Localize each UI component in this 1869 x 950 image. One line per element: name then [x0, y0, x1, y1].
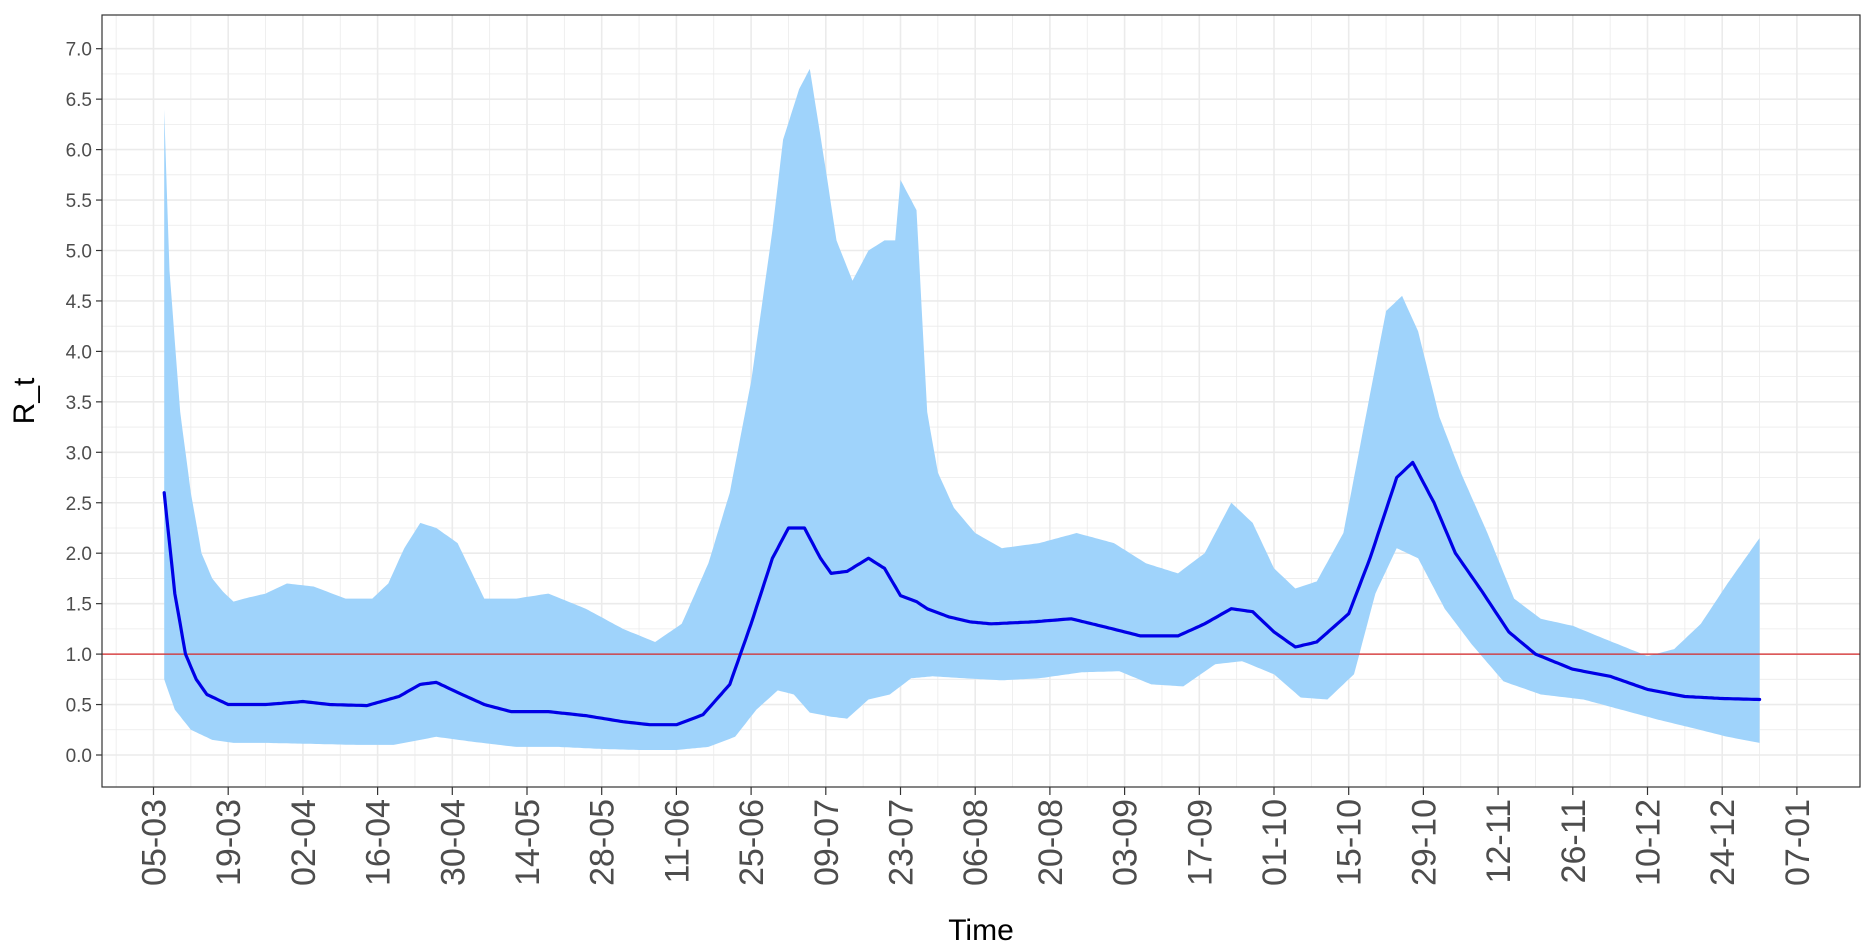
y-tick-label: 5.0: [66, 242, 92, 263]
rt-line: [162, 460, 1762, 727]
x-tick-label: 28-05: [584, 799, 622, 886]
x-tick-label: 30-04: [434, 799, 472, 886]
x-tick-label: 10-12: [1630, 799, 1668, 886]
y-tick-label: 2.5: [66, 494, 92, 515]
y-tick-label: 7.0: [66, 40, 92, 61]
x-tick-label: 20-08: [1032, 799, 1070, 886]
y-axis-title: R_t: [8, 377, 41, 424]
rt-series: [162, 460, 1762, 727]
x-tick-label: 19-03: [210, 799, 248, 886]
plot-panel-border: [101, 14, 1861, 788]
x-tick-label: 01-10: [1256, 799, 1294, 886]
y-tick-label: 4.5: [66, 292, 92, 313]
x-tick-label: 23-07: [883, 799, 921, 886]
x-tick-label: 11-06: [658, 799, 696, 883]
x-tick-label: 29-10: [1405, 799, 1443, 886]
y-tick-label: 3.0: [66, 443, 92, 464]
x-tick-label: 24-12: [1704, 799, 1742, 886]
y-tick-label: 1.5: [66, 595, 92, 616]
x-axis: 05-03 19-03 02-04 16-04 30-04 14-05 28-05 11-06…: [136, 787, 1817, 886]
x-tick-label: 05-03: [136, 799, 174, 886]
x-tick-label: 25-06: [733, 799, 771, 886]
x-tick-label: 15-10: [1331, 799, 1369, 886]
x-tick-label: 14-05: [509, 799, 547, 886]
x-tick-label: 07-01: [1779, 799, 1817, 886]
y-tick-label: 0.5: [66, 696, 92, 717]
y-tick-label: 5.5: [66, 191, 92, 212]
y-tick-label: 0.0: [66, 746, 92, 767]
x-axis-title: Time: [948, 914, 1014, 945]
x-tick-label: 03-09: [1107, 799, 1145, 886]
y-tick-label: 3.5: [66, 393, 92, 414]
x-tick-label: 16-04: [360, 799, 398, 886]
x-tick-label: 06-08: [957, 799, 995, 886]
y-tick-label: 1.0: [66, 645, 92, 666]
x-tick-label: 26-11: [1555, 799, 1593, 883]
y-tick-label: 2.0: [66, 544, 92, 565]
y-tick-label: 4.0: [66, 342, 92, 363]
y-tick-label: 6.0: [66, 141, 92, 162]
x-tick-label: 09-07: [808, 799, 846, 886]
x-tick-label: 02-04: [285, 799, 323, 886]
y-axis: 0.0 0.5 1.0 1.5 2.0 2.5 3.0 3.5 4.0 4.5 5.0 5.5 6.0 6…: [66, 40, 102, 767]
x-tick-label: 17-09: [1181, 799, 1219, 886]
x-tick-label: 12-11: [1480, 799, 1518, 883]
y-tick-label: 6.5: [66, 90, 92, 111]
